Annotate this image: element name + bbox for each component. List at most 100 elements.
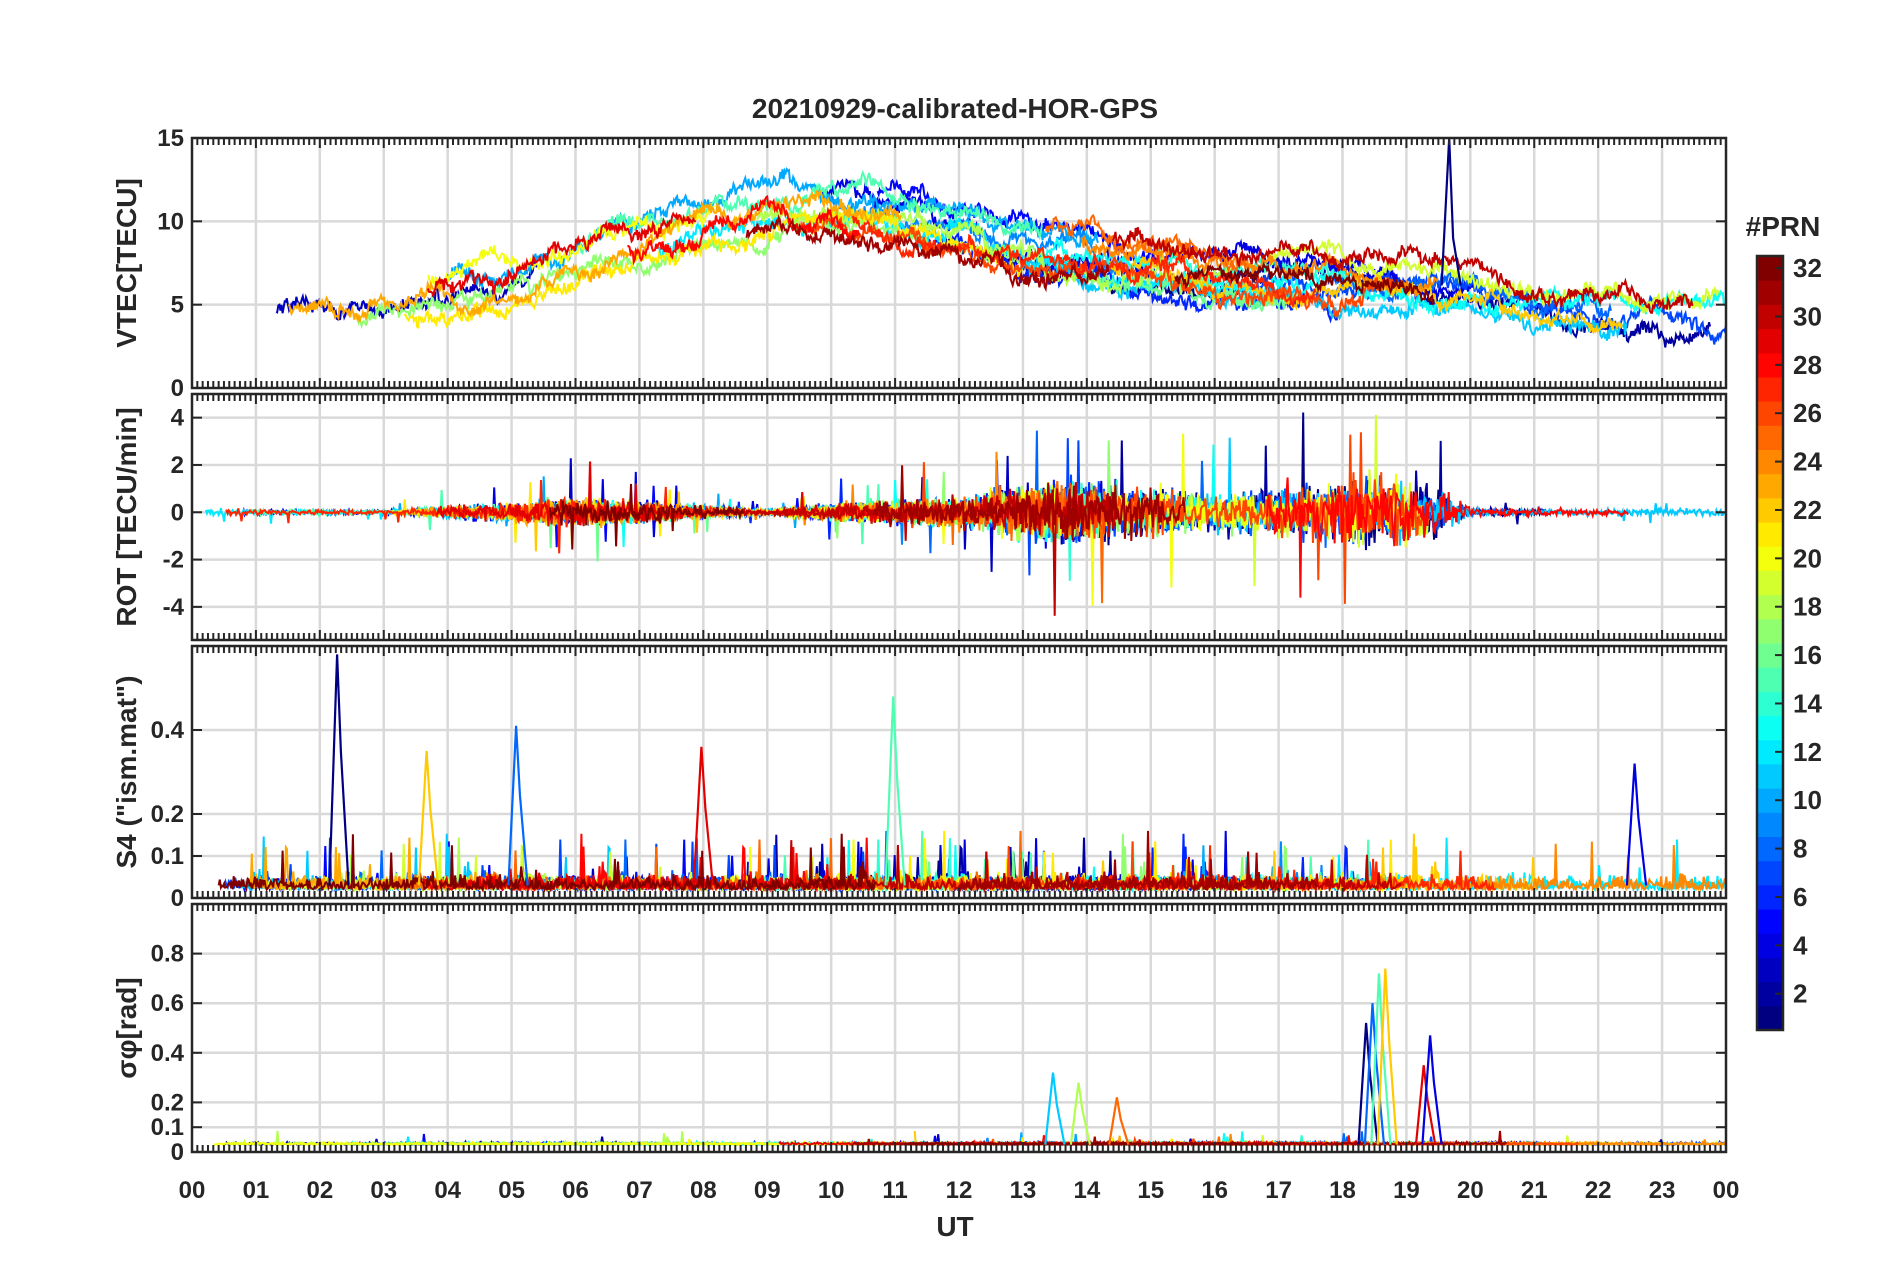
colorbar-segment [1757, 715, 1783, 741]
figure-title: 20210929-calibrated-HOR-GPS [752, 93, 1158, 124]
x-tick-label: 12 [946, 1177, 973, 1204]
series-prn-32 [903, 1140, 1249, 1147]
y-tick-label: 0.2 [151, 801, 184, 828]
series-prn-20 [213, 1138, 868, 1147]
peak-mark [1440, 138, 1462, 286]
y-tick-label: 0.8 [151, 941, 184, 968]
peak-mark [1069, 1082, 1092, 1145]
x-tick-label: 22 [1585, 1177, 1612, 1204]
x-tick-label: 18 [1329, 1177, 1356, 1204]
peak-mark [1625, 763, 1648, 886]
series-prn-30 [1112, 227, 1694, 314]
colorbar-tick-label: 26 [1793, 398, 1822, 428]
series-prn-19 [1263, 239, 1720, 314]
peak-mark [1108, 1097, 1130, 1145]
x-tick-label: 21 [1521, 1177, 1548, 1204]
colorbar-tick-label: 18 [1793, 592, 1822, 622]
panel-sigma_phi-series [213, 968, 1726, 1148]
series-prn-31 [956, 830, 1319, 893]
panel-sigma_phi-ticks [191, 904, 1727, 1152]
peak-mark [507, 725, 529, 886]
colorbar-segment [1757, 860, 1783, 886]
y-tick-label: 0 [171, 885, 184, 912]
colorbar-segment [1757, 328, 1783, 354]
series-prn-28 [1266, 477, 1629, 598]
series-prn-11 [1019, 253, 1628, 341]
colorbar-segment [1757, 522, 1783, 547]
colorbar-tick-label: 12 [1793, 737, 1822, 767]
colorbar-title: #PRN [1746, 211, 1821, 242]
peak-mark [1370, 973, 1392, 1145]
panel-vtec-series [275, 138, 1726, 348]
x-tick-labels: 00 01 02 03 04 05 06 07 08 09 10 11 12 13 14 15 16 17 18 19… [179, 1177, 1740, 1204]
y-tick-label: 0.2 [151, 1089, 184, 1116]
y-tick-label: 15 [157, 125, 184, 152]
peak-mark [1044, 1072, 1066, 1145]
series-prn-32 [1174, 261, 1435, 306]
colorbar-segment [1757, 812, 1783, 837]
x-tick-label: 17 [1265, 1177, 1292, 1204]
colorbar-segment [1757, 667, 1783, 692]
series-prn-29 [426, 211, 697, 297]
series-prn-23 [287, 190, 902, 323]
x-tick-label: 08 [690, 1177, 717, 1204]
y-tick-label: 0.4 [151, 1040, 185, 1067]
colorbar-segment [1757, 763, 1783, 789]
colorbar-segment [1757, 1005, 1783, 1031]
colorbar-segment [1757, 570, 1783, 596]
y-axis-label-rot: ROT [TECU/min] [111, 407, 142, 626]
x-tick-label: 05 [498, 1177, 525, 1204]
colorbar-tick-label: 14 [1793, 688, 1822, 718]
colorbar-tick-label: 6 [1793, 882, 1807, 912]
colorbar-segment [1757, 376, 1783, 402]
peak-mark [417, 750, 440, 886]
x-tick-label: 16 [1201, 1177, 1228, 1204]
colorbar-segment [1757, 280, 1783, 305]
y-tick-label: 0.6 [151, 990, 184, 1017]
panel-rot-ticks [191, 394, 1727, 640]
peak-mark [692, 746, 714, 886]
panel-sigma_phi: 00.10.2 0.4 0.6 0.8 σφ[rad] [111, 902, 1728, 1166]
panel-s4: 0 0.1 0.2 0.4 S4 ("ism.mat") [111, 644, 1728, 912]
x-tick-label: 13 [1010, 1177, 1037, 1204]
y-tick-label: -2 [163, 547, 184, 574]
peak-mark [328, 654, 350, 886]
x-tick-label: 06 [562, 1177, 589, 1204]
series-prn-27 [852, 215, 1317, 307]
panel-rot-series [204, 412, 1726, 616]
colorbar-tick-label: 24 [1793, 447, 1822, 477]
series-prn-32 [217, 833, 876, 893]
colorbar-segment [1757, 909, 1783, 934]
y-tick-label: 5 [171, 292, 184, 319]
peak-mark [1421, 1035, 1443, 1145]
series-prn-28 [626, 194, 860, 266]
y-tick-label: -4 [163, 594, 185, 621]
colorbar-segment [1757, 957, 1783, 983]
colorbar-segment [1757, 618, 1783, 644]
y-axis-label-sigma_phi: σφ[rad] [111, 977, 142, 1078]
panel-s4-ticks [191, 646, 1727, 898]
x-tick-label: 11 [882, 1177, 907, 1204]
x-tick-label: 23 [1649, 1177, 1676, 1204]
panel-vtec-ticks [191, 138, 1727, 388]
x-tick-label: 04 [434, 1177, 461, 1204]
colorbar-tick-label: 8 [1793, 834, 1807, 864]
y-tick-label: 0.1 [151, 1114, 184, 1141]
x-tick-label: 19 [1393, 1177, 1420, 1204]
y-tick-label: 0 [171, 375, 184, 402]
x-axis-label: UT [936, 1211, 973, 1242]
y-axis-label-s4: S4 ("ism.mat") [111, 675, 142, 868]
x-tick-label: 00 [1713, 1177, 1740, 1204]
colorbar-segment [1757, 425, 1783, 450]
y-axis-label-vtec: VTEC[TECU] [111, 178, 142, 348]
colorbar-tick-label: 10 [1793, 785, 1822, 815]
colorbar-segment [1757, 473, 1783, 499]
colorbar-tick-label: 4 [1793, 930, 1808, 960]
panel-sigma_phi-grid [192, 904, 1726, 1152]
y-tick-label: 10 [157, 208, 184, 235]
peak-mark [884, 696, 906, 886]
x-tick-label: 07 [626, 1177, 653, 1204]
